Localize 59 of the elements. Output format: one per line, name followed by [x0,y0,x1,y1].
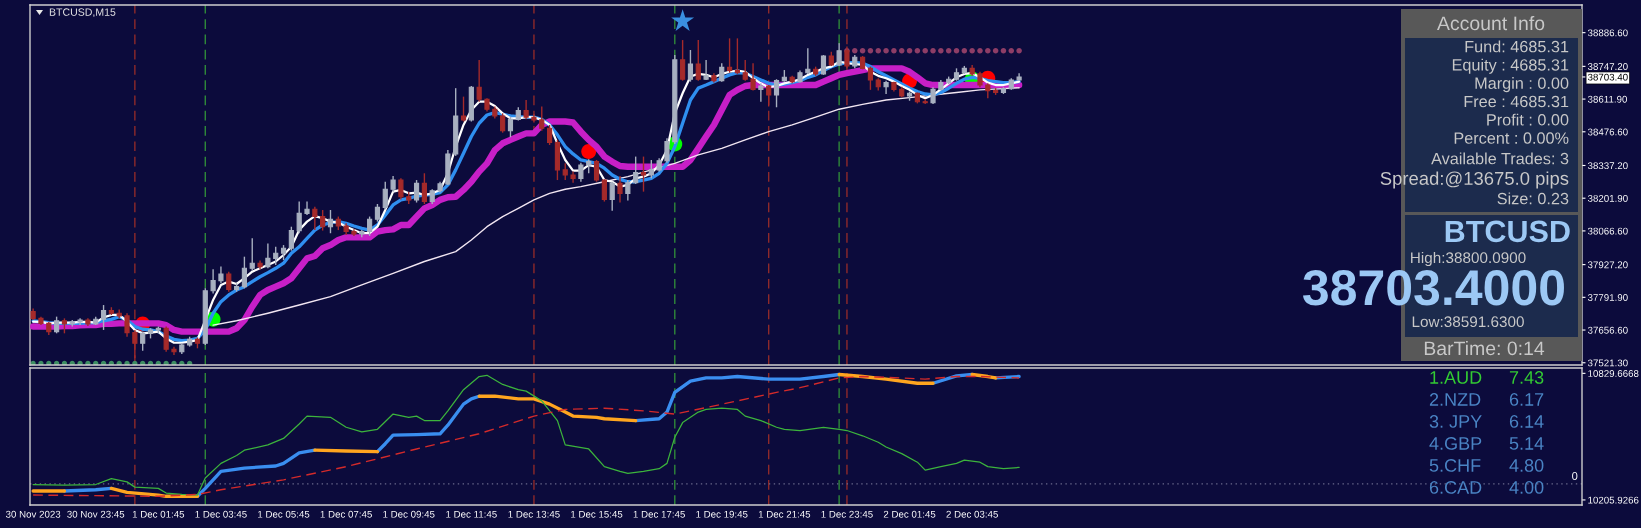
x-tick-label: 1 Dec 23:45 [821,510,873,518]
annotation: Percent : 0.00% [1454,132,1569,144]
annotation: 1.AUD [1430,371,1482,384]
annotation: 4.00 [1509,481,1544,494]
annotation: Size: 0.23 [1497,192,1569,205]
annotation: 0 [1572,472,1578,480]
annotation: High:38800.0900 [1411,251,1526,267]
annotation: Low:38591.6300 [1412,316,1524,328]
y-tick-label: 37791.90 [1587,294,1628,301]
y-tick-label: 37521.30 [1587,359,1628,367]
x-tick-label: 1 Dec 19:45 [696,510,748,518]
annotation: Equity : 4685.31 [1452,58,1569,74]
annotation: Account Info [1437,15,1545,31]
y-tick-label: 10205.9266 [1588,496,1639,504]
x-tick-label: 1 Dec 07:45 [320,510,372,518]
annotation: 3. JPY [1429,415,1482,428]
x-tick-label: 1 Dec 11:45 [446,510,497,518]
x-tick-label: 1 Dec 13:45 [508,510,560,518]
annotation: 6.14 [1509,415,1544,428]
annotation: 6.CAD [1429,481,1482,494]
y-tick-label: 37656.60 [1587,326,1628,334]
annotation: Free : 4685.31 [1464,95,1569,108]
annotation: BarTime: 0:14 [1424,340,1545,356]
y-tick-label: 38201.90 [1587,194,1628,202]
y-tick-label: 38886.60 [1587,29,1628,37]
y-tick-label: 38476.60 [1587,128,1628,136]
annotation: 5.14 [1509,437,1544,450]
annotation: Fund: 4685.31 [1465,40,1569,53]
annotation: 38703.4000 [1303,270,1564,306]
chart-title: BTCUSD,M15 [49,8,116,18]
x-tick-label: 30 Nov 23:45 [67,510,125,518]
annotation: Profit : 0.00 [1487,113,1569,126]
annotation: Spread:@13675.0 pips [1380,171,1569,189]
x-tick-label: 2 Dec 03:45 [946,510,998,518]
annotation: 4.80 [1509,459,1544,472]
x-tick-label: 30 Nov 2023 [5,510,61,518]
x-tick-label: 2 Dec 01:45 [883,510,936,518]
annotation: Available Trades: 3 [1431,152,1569,165]
x-tick-label: 1 Dec 09:45 [383,510,435,518]
x-tick-label: 1 Dec 15:45 [571,510,623,518]
x-tick-label: 1 Dec 01:45 [132,510,185,518]
y-tick-label: 38747.20 [1587,63,1628,70]
annotation: 6.17 [1509,393,1544,406]
x-tick-label: 1 Dec 21:45 [758,510,811,518]
annotation: 4.GBP [1429,437,1482,450]
y-tick-label: 37927.20 [1587,261,1628,269]
y-tick-label: 38337.20 [1587,162,1628,170]
y-tick-label: 38066.60 [1587,227,1628,235]
annotation: 2.NZD [1429,393,1481,406]
annotation: Margin : 0.00 [1475,77,1569,93]
y-tick-label: 38611.90 [1587,95,1628,103]
x-tick-label: 1 Dec 03:45 [195,510,247,518]
x-tick-label: 1 Dec 17:45 [633,510,685,518]
annotation: 7.43 [1509,371,1544,384]
y-tick-label: 10829.6668 [1588,370,1639,377]
x-tick-label: 1 Dec 05:45 [258,510,310,518]
y-tick-label: 38703.40 [1587,73,1628,81]
annotation: 5.CHF [1429,459,1481,472]
annotation: BTCUSD [1445,220,1570,243]
